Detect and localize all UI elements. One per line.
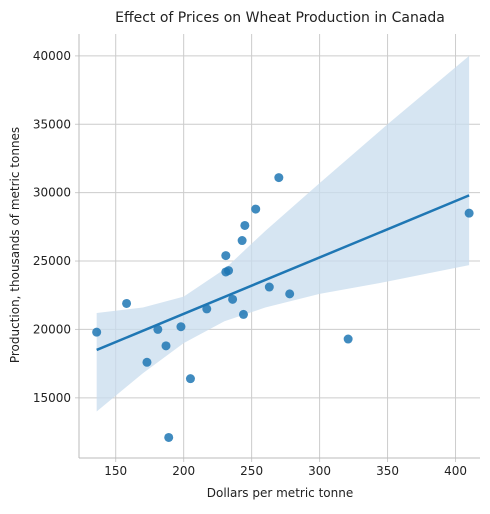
y-tick-label: 20000 (33, 322, 71, 336)
x-tick-label: 350 (376, 464, 399, 478)
y-tick-label: 15000 (33, 391, 71, 405)
data-point (161, 341, 170, 350)
y-tick-label: 35000 (33, 117, 71, 131)
data-point (274, 173, 283, 182)
y-tick-label: 25000 (33, 254, 71, 268)
confidence-band (97, 56, 469, 412)
data-point (92, 328, 101, 337)
x-axis-label: Dollars per metric tonne (207, 486, 353, 500)
data-point (221, 251, 230, 260)
data-point (465, 209, 474, 218)
data-point (122, 299, 131, 308)
x-tick-label: 250 (240, 464, 263, 478)
confidence-band-layer (97, 56, 469, 412)
data-point (238, 236, 247, 245)
data-point (224, 266, 233, 275)
x-tick-label: 200 (172, 464, 195, 478)
y-tick-label: 40000 (33, 49, 71, 63)
data-point (164, 433, 173, 442)
data-point (285, 289, 294, 298)
data-point (240, 221, 249, 230)
data-point (186, 374, 195, 383)
x-tick-label: 400 (444, 464, 467, 478)
data-point (239, 310, 248, 319)
x-tick-label: 150 (104, 464, 127, 478)
chart-title: Effect of Prices on Wheat Production in … (115, 10, 445, 26)
data-point (251, 205, 260, 214)
x-tick-label: 300 (308, 464, 331, 478)
data-point (142, 358, 151, 367)
y-axis-label: Production, thousands of metric tonnes (8, 127, 22, 363)
data-point (265, 283, 274, 292)
data-point (176, 322, 185, 331)
y-tick-label: 30000 (33, 186, 71, 200)
data-point (344, 335, 353, 344)
